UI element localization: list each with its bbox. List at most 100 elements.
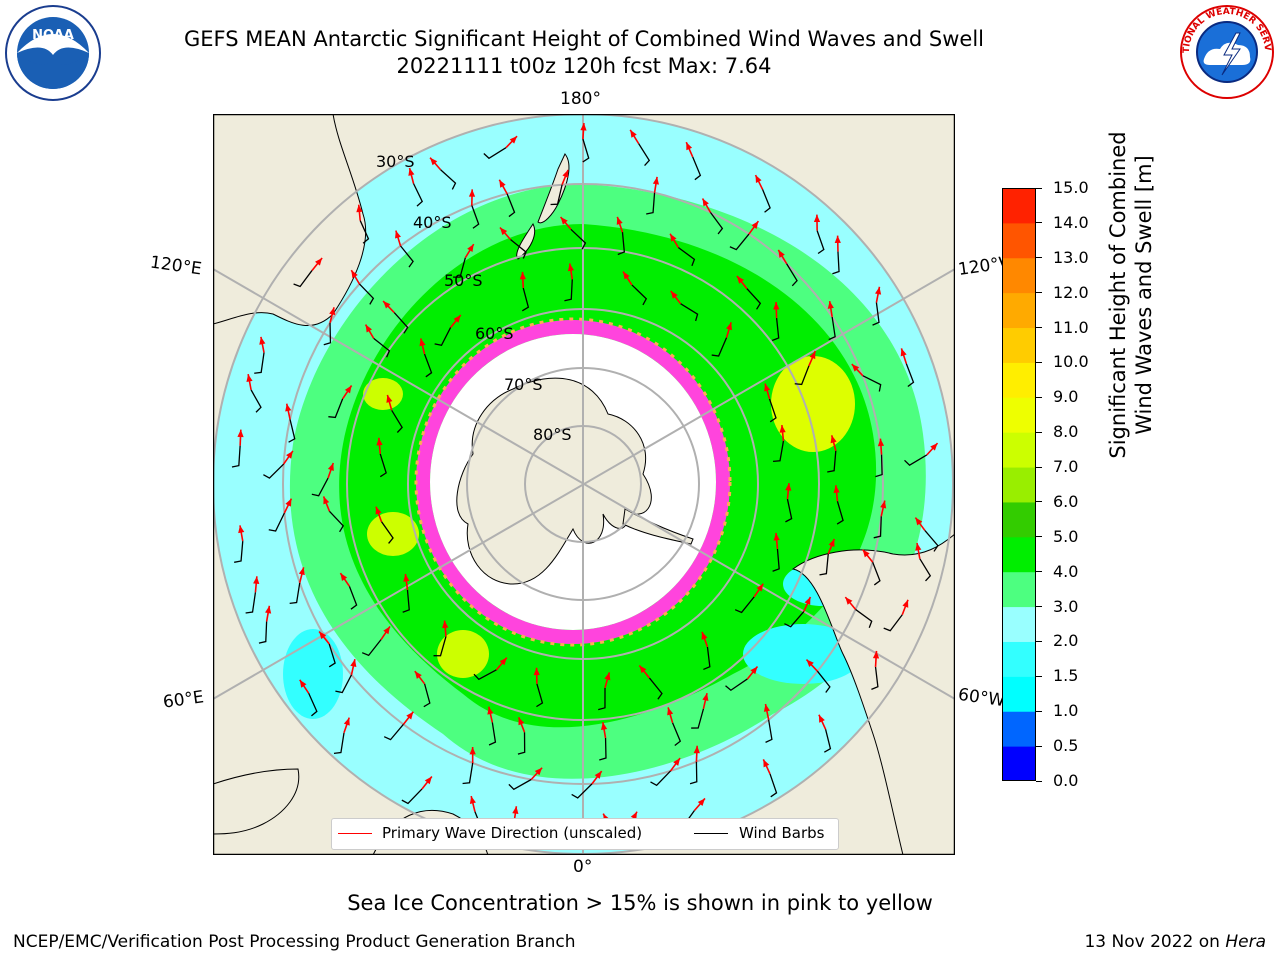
wind-barb — [263, 463, 285, 479]
wind-barb — [268, 512, 285, 532]
wave-direction-arrowhead — [340, 573, 348, 581]
wave-direction-arrowhead — [652, 176, 660, 185]
wave-direction-arrowhead — [562, 169, 569, 178]
wave-direction-arrowhead — [408, 167, 415, 176]
wind-barb — [761, 189, 771, 213]
wave-direction-arrowhead — [518, 717, 525, 726]
africa-land — [213, 768, 300, 835]
colorbar-tick — [1036, 222, 1042, 224]
wind-barb — [872, 302, 880, 326]
footer-host: Hera — [1225, 932, 1266, 952]
colorbar-tick-label: 1.0 — [1053, 701, 1079, 721]
wind-barb — [379, 453, 387, 478]
wave-direction-arrowhead — [630, 129, 637, 138]
wave-direction-arrowhead — [693, 745, 700, 754]
chart-subtitle: 20221111 t00z 120h fcst Max: 7.64 — [396, 54, 772, 78]
wave-direction-arrowhead — [469, 796, 476, 804]
lat-label-50s: 50°S — [444, 271, 483, 290]
colorbar-tick-label: 3.0 — [1053, 596, 1079, 616]
wave-direction-arrowhead — [806, 659, 814, 668]
wave-direction-arrowhead — [750, 666, 758, 675]
wind-barb — [258, 621, 268, 644]
wave-direction-arrowhead — [386, 394, 393, 403]
wind-barb — [785, 498, 793, 523]
colorbar-tick-label: 0.5 — [1053, 736, 1079, 756]
wave-direction-arrowhead — [414, 671, 422, 679]
wind-barb — [680, 303, 699, 322]
wind-barb — [836, 501, 844, 525]
wave-direction-arrowhead — [828, 538, 835, 547]
colorbar-tick-label: 0.0 — [1053, 771, 1079, 790]
wind-barb — [308, 692, 318, 717]
wave-direction-arrowhead — [238, 525, 245, 534]
wind-barb — [401, 788, 423, 805]
wave-direction-arrowhead — [670, 233, 677, 242]
wind-barb — [402, 589, 410, 613]
wind-barb — [827, 450, 837, 473]
wind-barb — [412, 183, 424, 207]
wave-direction-arrowhead — [737, 275, 744, 284]
colorbar-tick-label: 2.0 — [1053, 631, 1079, 651]
wind-barb — [293, 270, 313, 288]
wind-barb — [311, 477, 329, 497]
colorbar-tick-label: 7.0 — [1053, 457, 1079, 477]
wave-direction-arrowhead — [862, 549, 870, 558]
lat-label-70s: 70°S — [504, 375, 543, 394]
wind-barb — [400, 245, 414, 268]
wind-barb — [471, 205, 480, 229]
colorbar-segment — [1002, 536, 1036, 573]
colorbar-segment — [1002, 432, 1036, 468]
wave-direction-arrowhead — [785, 483, 792, 491]
wind-barb — [794, 365, 810, 386]
wave-direction-arrowhead — [915, 517, 923, 526]
wind-barb — [571, 783, 593, 799]
wave-direction-arrowhead — [356, 204, 363, 213]
colorbar-title-line2: Wind Waves and Swell [m] — [1132, 155, 1156, 435]
wave-direction-arrowhead — [509, 136, 518, 144]
wave-direction-arrowhead — [697, 798, 705, 807]
colorbar-segment — [1002, 571, 1036, 608]
wave-direction-arrowhead — [930, 443, 938, 451]
wave-direction-arrowhead — [818, 714, 825, 723]
colorbar-segment — [1002, 467, 1036, 503]
wave-direction-arrowhead — [430, 157, 438, 166]
wave-direction-arrowhead — [365, 324, 373, 333]
lon-label-60e: 60°E — [161, 687, 206, 713]
chart-title: GEFS MEAN Antarctic Significant Height o… — [183, 27, 985, 51]
wave-direction-arrowhead — [499, 227, 508, 236]
wind-barb — [823, 729, 832, 753]
wind-barb — [570, 228, 587, 250]
colorbar-segment — [1002, 397, 1036, 433]
colorbar — [1002, 188, 1036, 781]
wind-barb — [905, 363, 915, 388]
wind-barb — [746, 288, 762, 310]
wave-direction-arrowhead — [534, 767, 543, 776]
footer-date: 13 Nov 2022 on Hera — [1084, 932, 1266, 952]
sea-ice-caption: Sea Ice Concentration > 15% is shown in … — [347, 891, 933, 915]
wave-direction-arrowhead — [872, 650, 880, 659]
wave-direction-arrowhead — [285, 498, 292, 507]
wind-barb — [380, 521, 394, 544]
wind-barb — [358, 283, 375, 305]
wind-barb — [234, 541, 244, 563]
footer-date-text: 13 Nov 2022 on — [1084, 932, 1226, 952]
colorbar-tick — [1036, 396, 1042, 398]
wave-direction-arrowhead — [519, 271, 526, 280]
colorbar-tick — [1036, 745, 1042, 747]
wave-direction-arrowhead — [323, 496, 330, 505]
wind-barb — [771, 317, 780, 342]
colorbar-tick — [1036, 606, 1042, 608]
wind-barb — [772, 548, 780, 572]
colorbar-segment — [1002, 501, 1036, 538]
wind-barb — [536, 683, 544, 708]
wave-direction-arrowhead — [851, 364, 860, 372]
wave-direction-arrowhead — [778, 249, 785, 258]
colorbar-tick-label: 8.0 — [1053, 422, 1079, 442]
wave-direction-arrowhead — [499, 179, 506, 188]
wave-direction-arrowhead — [265, 605, 272, 614]
colorbar-tick-label: 5.0 — [1053, 526, 1079, 546]
colorbar-tick — [1036, 361, 1042, 363]
wave-direction-arrowhead — [686, 142, 693, 151]
noaa-logo: NOAA — [3, 3, 103, 107]
australia-land — [213, 114, 367, 327]
